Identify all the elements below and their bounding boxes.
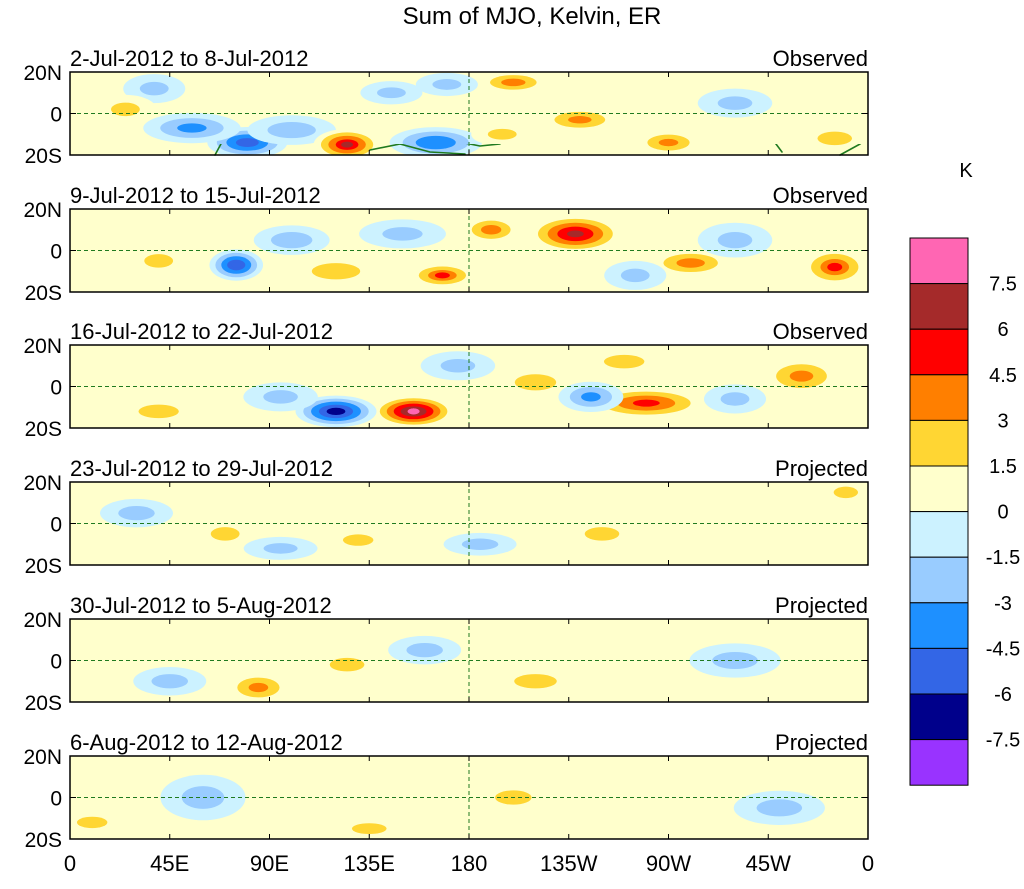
colorbar-tick-label: 0 [997, 502, 1008, 524]
map-panel: 20N 0 20S 16-Jul-2012 to 22-Jul-2012 Observe… [23, 319, 869, 441]
panel-status: Observed [773, 183, 868, 208]
panel-status: Projected [775, 730, 868, 755]
panel-date-range: 2-Jul-2012 to 8-Jul-2012 [70, 46, 308, 71]
x-tick-label: 45W [746, 851, 791, 876]
colorbar-swatch [909, 647, 969, 695]
colorbar-swatch [909, 374, 969, 421]
colorbar-swatch [909, 328, 969, 376]
colorbar-swatch [909, 739, 969, 786]
x-tick-label: 180 [451, 851, 488, 876]
colorbar-swatch [909, 602, 969, 649]
map-panel: 20N 0 20S 9-Jul-2012 to 15-Jul-2012 Observed [23, 183, 869, 305]
x-tick-label: 135E [344, 851, 395, 876]
colorbar-swatch [909, 237, 969, 285]
colorbar: K 7.5 6 4.5 3 1.5 0 -1.5 -3 -4.5 -6 -7.5 [909, 160, 1020, 786]
x-tick-label: 45E [150, 851, 189, 876]
panel-status: Observed [773, 319, 868, 344]
panel-date-range: 16-Jul-2012 to 22-Jul-2012 [70, 319, 333, 344]
colorbar-swatch [909, 283, 969, 330]
x-tick-label: 0 [64, 851, 76, 876]
colorbar-swatch [909, 465, 969, 513]
colorbar-swatch [909, 693, 969, 741]
colorbar-unit-label: K [959, 160, 973, 182]
y-tick-label: 20N [23, 335, 62, 358]
x-tick-label: 90E [250, 851, 289, 876]
chart-title: Sum of MJO, Kelvin, ER [403, 3, 662, 30]
y-tick-label: 0 [50, 241, 62, 264]
colorbar-swatch [909, 511, 969, 558]
x-tick-label: 135W [540, 851, 598, 876]
colorbar-tick-label: -6 [994, 684, 1012, 706]
colorbar-tick-label: 1.5 [989, 456, 1017, 478]
y-tick-label: 20N [23, 62, 62, 85]
map-panel: 20N 0 20S 6-Aug-2012 to 12-Aug-2012 Projecte… [23, 730, 869, 852]
panel-date-range: 30-Jul-2012 to 5-Aug-2012 [70, 593, 332, 618]
colorbar-swatch [909, 556, 969, 604]
x-tick-label: 90W [646, 851, 691, 876]
y-tick-label: 20N [23, 472, 62, 495]
x-tick-label: 0 [862, 851, 874, 876]
map-panel: 20N 0 20S 2-Jul-2012 to 8-Jul-2012 Observed [23, 46, 938, 168]
colorbar-tick-label: 7.5 [989, 274, 1017, 296]
panel-status: Observed [773, 46, 868, 71]
y-tick-label: 0 [50, 788, 62, 811]
colorbar-tick-label: 3 [997, 410, 1008, 432]
colorbar-tick-label: -1.5 [986, 547, 1020, 569]
y-tick-label: 0 [50, 651, 62, 674]
x-axis: 0 45E 90E 135E 180 135W 90W 45W 0 [64, 851, 874, 876]
map-panel: 20N 0 20S 30-Jul-2012 to 5-Aug-2012 Projecte… [23, 593, 869, 715]
panel-date-range: 6-Aug-2012 to 12-Aug-2012 [70, 730, 343, 755]
y-tick-label: 20N [23, 199, 62, 222]
panel-status: Projected [775, 593, 868, 618]
panel-status: Projected [775, 456, 868, 481]
y-tick-label: 20S [25, 829, 62, 852]
colorbar-tick-label: 6 [997, 319, 1008, 341]
colorbar-tick-label: 4.5 [989, 365, 1017, 387]
y-tick-label: 20S [25, 692, 62, 715]
map-panel: 20N 0 20S 23-Jul-2012 to 29-Jul-2012 Project… [23, 456, 869, 578]
colorbar-tick-label: -4.5 [986, 638, 1020, 660]
y-tick-label: 20S [25, 282, 62, 305]
colorbar-tick-label: -7.5 [986, 730, 1020, 752]
y-tick-label: 0 [50, 104, 62, 127]
y-tick-label: 0 [50, 514, 62, 537]
panel-date-range: 9-Jul-2012 to 15-Jul-2012 [70, 183, 321, 208]
y-tick-label: 20N [23, 609, 62, 632]
y-tick-label: 20S [25, 145, 62, 168]
y-tick-label: 20S [25, 555, 62, 578]
y-tick-label: 20S [25, 418, 62, 441]
panel-date-range: 23-Jul-2012 to 29-Jul-2012 [70, 456, 333, 481]
y-tick-label: 0 [50, 377, 62, 400]
y-tick-label: 20N [23, 746, 62, 769]
colorbar-swatch [909, 419, 969, 467]
colorbar-tick-label: -3 [994, 593, 1012, 615]
